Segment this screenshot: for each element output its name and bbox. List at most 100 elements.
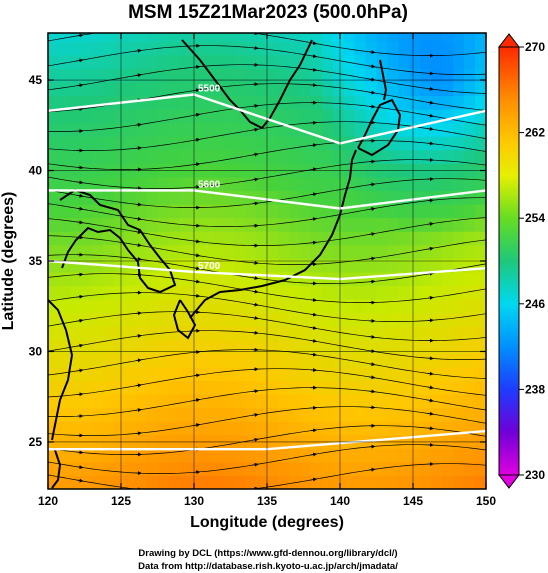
field-cell [245, 475, 257, 489]
field-cell [354, 244, 367, 259]
field-cell [113, 339, 126, 354]
field-cell [91, 95, 104, 110]
field-cell [135, 190, 148, 205]
field-cell [190, 326, 202, 341]
field-cell [102, 33, 115, 42]
field-cell [442, 231, 454, 246]
field-cell [113, 461, 126, 477]
field-cell [135, 231, 148, 246]
field-cell [245, 231, 257, 246]
field-cell [234, 407, 246, 422]
field-cell [58, 81, 71, 97]
field-cell [135, 380, 148, 395]
field-cell [168, 149, 180, 164]
field-cell [464, 475, 476, 489]
field-cell [179, 407, 191, 422]
field-cell [135, 244, 148, 259]
field-cell [376, 109, 389, 124]
field-cell [135, 95, 148, 110]
field-cell [332, 33, 345, 42]
streamline-arrow [193, 64, 201, 69]
field-cell [409, 285, 421, 300]
field-cell [212, 231, 224, 246]
field-cell [321, 122, 334, 137]
field-cell [453, 380, 465, 395]
coastline-korea [59, 188, 177, 294]
field-cell [102, 244, 115, 259]
field-cell [124, 271, 137, 287]
field-cell [124, 312, 137, 327]
field-cell [354, 366, 367, 382]
field-cell [376, 312, 389, 327]
field-cell [464, 394, 476, 409]
streamline-arrow [369, 375, 376, 380]
field-cell [475, 299, 486, 314]
field-cell [245, 217, 257, 232]
field-cell [420, 271, 432, 287]
coastline-hokkaido [357, 98, 402, 157]
field-cell [387, 461, 399, 477]
streamline-arrow [77, 294, 84, 299]
field-cell [464, 285, 476, 300]
field-cell [277, 109, 290, 124]
field-cell [277, 366, 290, 382]
field-cell [267, 366, 279, 382]
field-cell [113, 81, 126, 97]
field-cell [365, 339, 378, 354]
field-cell [234, 33, 246, 42]
field-cell [168, 299, 180, 314]
field-cell [398, 448, 410, 463]
field-cell [201, 244, 213, 259]
field-cell [102, 271, 115, 287]
field-cell [234, 461, 246, 477]
field-cell [288, 461, 301, 477]
field-cell [299, 176, 312, 192]
field-cell [91, 299, 104, 314]
field-cell [212, 461, 224, 477]
field-cell [212, 109, 224, 124]
field-cell [157, 394, 170, 409]
field-cell [80, 353, 93, 368]
field-cell [256, 81, 268, 97]
field-cell [398, 81, 410, 97]
field-cell [69, 475, 82, 489]
field-cell [168, 244, 180, 259]
field-cell [201, 231, 213, 246]
field-cell [310, 33, 323, 42]
field-cell [343, 41, 356, 56]
streamline-arrow [369, 207, 376, 211]
field-cell [354, 475, 367, 489]
field-cell [442, 366, 454, 382]
coastline-russia [181, 39, 313, 130]
field-cell [135, 81, 148, 97]
field-cell [420, 41, 432, 56]
streamline-arrow [310, 298, 318, 302]
field-cell [256, 149, 268, 164]
field-cell [124, 326, 137, 341]
field-cell [343, 285, 356, 300]
field-cell [223, 394, 235, 409]
field-cell [343, 33, 356, 42]
field-cell [124, 353, 137, 368]
field-cell [48, 258, 60, 273]
field-cell [398, 366, 410, 382]
field-cell [135, 33, 148, 42]
field-cell [354, 95, 367, 110]
field-cell [113, 353, 126, 368]
field-cell [431, 366, 443, 382]
field-cell [267, 109, 279, 124]
field-cell [387, 285, 399, 300]
field-cell [310, 299, 323, 314]
field-cell [453, 204, 465, 219]
field-cell [124, 461, 137, 477]
field-cell [420, 461, 432, 477]
field-cell [431, 244, 443, 259]
field-cell [245, 41, 257, 56]
field-cell [58, 54, 71, 69]
field-cell [398, 244, 410, 259]
field-cell [387, 407, 399, 422]
field-cell [277, 54, 290, 69]
field-cell [365, 122, 378, 137]
field-cell [267, 54, 279, 69]
field-cell [48, 326, 60, 341]
